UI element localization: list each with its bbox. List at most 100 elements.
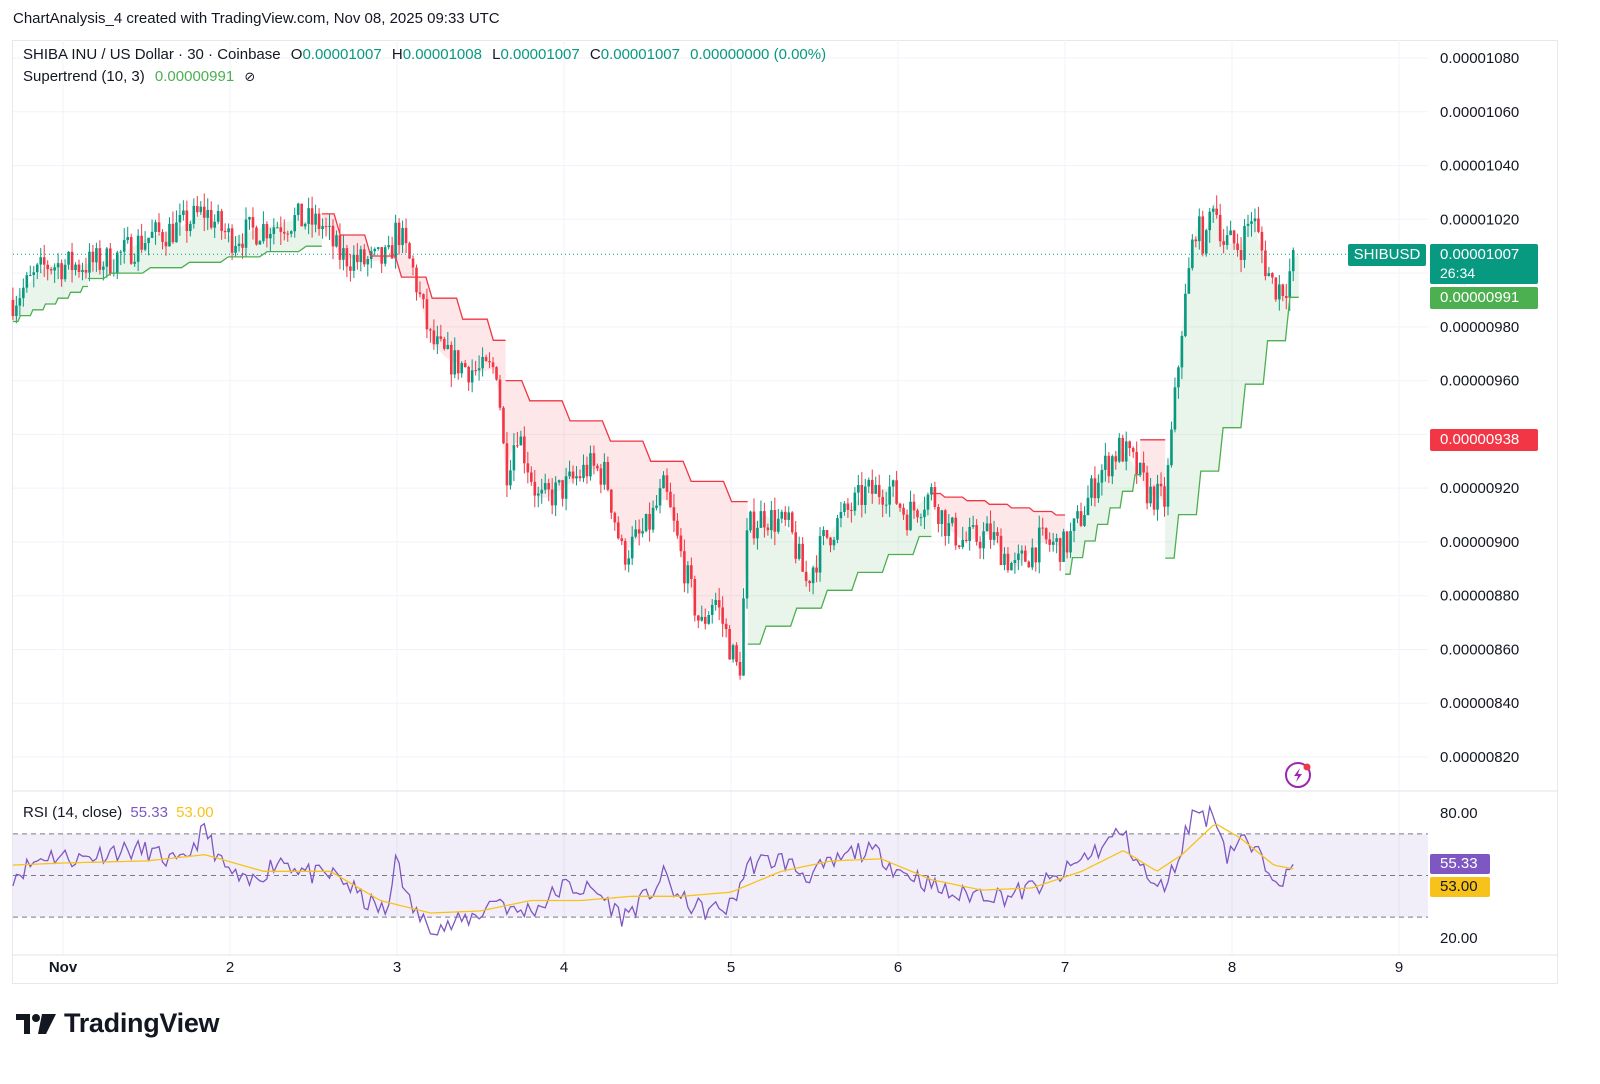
candle-body [1271,273,1274,278]
candle-body [314,213,317,225]
candle-body [947,523,951,536]
rsi-value: 55.33 [130,804,168,821]
candle-body [1128,441,1132,449]
candle-body [637,529,641,534]
candle-body [606,461,610,490]
y-tick-label: 0.00001040 [1440,158,1519,175]
candle-body [1048,539,1051,545]
supertrend-area [12,263,88,322]
candle-body [707,615,711,624]
supertrend-fill [12,201,1299,672]
candle-body [696,615,700,621]
candle-body [1006,553,1010,571]
legend-supertrend[interactable]: Supertrend (10, 3) 0.00000991 ⊘ [23,68,255,85]
candle-body [42,257,46,265]
candle-body [18,298,22,306]
high-label: H [391,46,403,63]
candle-body [742,598,745,676]
grid [12,40,1558,956]
candle-body [599,468,603,485]
tradingview-logo[interactable]: TradingView [14,1008,220,1039]
candle-body [867,479,871,487]
supertrend-label: Supertrend (10, 3) [23,68,145,85]
candle-body [1058,538,1062,562]
candle-body [610,489,613,513]
supertrend-line [88,245,322,280]
candle-body [321,226,324,229]
candle-body [439,336,443,339]
candle-body [944,510,947,536]
candle-body [1107,455,1111,477]
candle-body [296,203,300,216]
candle-body [829,537,832,546]
candle-body [575,476,578,479]
open-value: 0.00001007 [302,46,382,63]
candle-body [206,209,210,218]
candle-body [77,264,81,272]
candle-body [255,227,258,245]
candle-body [1274,277,1278,300]
candle-body [749,511,752,531]
candle-body [1194,239,1198,242]
candle-body [102,266,105,270]
y-axis-labels: 0.00001080 0.00001060 0.00001040 0.00001020… [1440,50,1519,766]
candle-body [39,257,43,265]
candle-body [724,623,728,629]
candle-body [794,532,798,559]
x-tick-label: 4 [560,959,568,976]
candle-body [1211,208,1215,212]
y-tick-label: 0.00000900 [1440,534,1519,551]
candle-body [863,486,867,505]
candle-body [714,600,717,605]
header-title: ChartAnalysis_4 created with TradingView… [13,10,500,27]
candle-body [1204,230,1208,254]
candle-body [770,510,773,531]
candle-body [227,228,230,233]
candle-body [926,494,930,510]
candle-body [1051,541,1055,545]
tradingview-logo-text: TradingView [64,1008,220,1038]
candle-body [122,240,126,252]
candle-body [783,511,787,520]
candle-body [289,231,293,234]
candle-body [189,223,192,232]
candle-body [338,235,342,260]
candle-body [119,251,123,253]
candle-body [536,493,540,496]
candle-body [571,471,575,479]
candle-body [1017,553,1020,561]
candle-body [818,536,822,573]
candle-body [752,511,756,539]
rsi-ma-value: 53.00 [176,804,214,821]
candle-body [811,567,815,584]
candle-body [258,241,262,245]
symbol-label[interactable]: SHIBA INU / US Dollar · 30 · Coinbase [23,46,281,63]
candle-body [1010,562,1013,571]
rsi-tag: 55.33 [1430,854,1490,874]
candle-body [35,264,39,273]
candle-body [568,471,571,477]
legend-rsi[interactable]: RSI (14, close) 55.33 53.00 [23,804,214,821]
candle-body [564,476,568,499]
candle-body [888,486,891,505]
candle-body [373,248,377,252]
candle-body [975,525,978,542]
candle-body [335,235,338,247]
candle-body [495,367,498,380]
candle-body [202,206,206,218]
candle-body [1246,223,1250,226]
candle-body [1288,271,1292,299]
candle-body [933,487,937,507]
candle-body [655,505,658,508]
chart-frame[interactable] [12,40,1558,984]
candle-body [543,483,547,490]
alert-icon[interactable] [1285,762,1311,788]
candle-body [557,480,561,483]
candle-body [978,541,982,549]
candle-body [49,269,53,271]
candle-body [1117,437,1121,462]
candle-body [940,510,944,524]
candle-body [67,251,70,265]
hide-eye-icon[interactable]: ⊘ [244,69,256,84]
